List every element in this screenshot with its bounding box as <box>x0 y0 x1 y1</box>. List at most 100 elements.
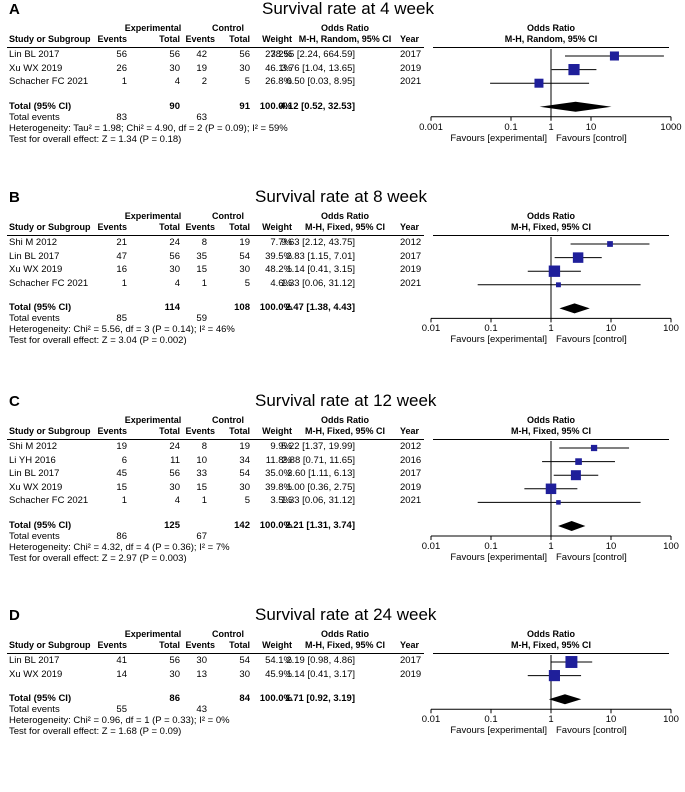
study-weight: 11.8% <box>265 454 292 466</box>
study-col-header: Study or Subgroup <box>9 34 91 44</box>
x-tick-label: 0.1 <box>504 121 518 133</box>
x-tick-label: 0.1 <box>484 323 498 335</box>
exp-events: 41 <box>116 655 127 666</box>
study-name: Xu WX 2019 <box>9 481 63 493</box>
heterogeneity-text: Heterogeneity: Tau² = 1.98; Chi² = 4.90,… <box>9 122 288 134</box>
forest-plot-figure: A Survival rate at 4 week Experimental Cont… <box>0 0 685 738</box>
total-events-label: Total events <box>9 111 60 123</box>
study-weight: 39.5% <box>265 250 292 262</box>
exp-total: 30 <box>169 264 180 276</box>
total-events-ctrl: 67 <box>196 531 207 542</box>
ctrl-total-col-header: Total <box>229 426 250 436</box>
exp-events-col-header: Events <box>97 222 127 232</box>
x-tick-label: 0.01 <box>421 541 441 552</box>
ctrl-events: 10 <box>196 454 207 466</box>
header-rule <box>7 439 424 440</box>
exp-total-col-header: Total <box>159 34 180 44</box>
ctrl-total: 34 <box>239 454 250 466</box>
ctrl-total: 5 <box>244 277 250 289</box>
year-col-header: Year <box>400 426 420 436</box>
study-year: 2019 <box>400 264 422 276</box>
ctrl-events-col-header: Events <box>185 222 215 232</box>
total-exp: 125 <box>164 520 180 531</box>
study-year: 2016 <box>400 454 422 466</box>
overall-effect-text: Test for overall effect: Z = 1.68 (P = 0… <box>9 726 182 738</box>
forest-plot <box>430 237 672 323</box>
ctrl-total: 19 <box>239 237 250 248</box>
exp-total-col-header: Total <box>159 426 180 436</box>
study-year: 2012 <box>400 441 422 452</box>
method-col-header: M-H, Fixed, 95% CI <box>304 222 386 232</box>
x-tick-label: 1 <box>548 541 554 552</box>
ctrl-total: 30 <box>239 481 250 493</box>
study-marker <box>555 282 561 288</box>
ctrl-events: 42 <box>196 49 207 60</box>
ctrl-events: 2 <box>201 76 207 88</box>
exp-total: 24 <box>169 441 180 452</box>
panel-c: C Survival rate at 12 week Experimental Con… <box>0 388 685 578</box>
study-weight: 54.1% <box>265 655 292 666</box>
total-events-exp: 83 <box>116 111 127 123</box>
study-name: Xu WX 2019 <box>9 668 63 680</box>
total-ctrl: 84 <box>239 693 250 705</box>
overall-effect-text: Test for overall effect: Z = 3.04 (P = 0… <box>9 335 187 347</box>
study-odds-ratio: 2.60 [1.11, 6.13] <box>287 468 355 480</box>
study-name: Xu WX 2019 <box>9 62 63 74</box>
method-col-header: M-H, Fixed, 95% CI <box>304 426 386 436</box>
study-odds-ratio: 3.76 [1.04, 13.65] <box>281 62 355 74</box>
exp-events: 6 <box>121 454 127 466</box>
exp-total: 4 <box>174 76 180 88</box>
total-ctrl: 91 <box>239 100 250 112</box>
exp-events: 15 <box>116 481 127 493</box>
ctrl-events-col-header: Events <box>185 640 215 650</box>
exp-total: 30 <box>169 481 180 493</box>
x-tick-label: 0.001 <box>419 121 443 133</box>
study-odds-ratio: 9.63 [2.12, 43.75] <box>281 237 355 248</box>
panel-letter: B <box>9 189 20 206</box>
study-name: Schacher FC 2021 <box>9 495 89 507</box>
x-tick-label: 1 <box>548 714 554 726</box>
x-tick-label: 100 <box>663 714 679 726</box>
study-year: 2021 <box>400 495 422 507</box>
study-weight: 7.7% <box>270 237 292 248</box>
x-tick-label: 100 <box>663 323 679 335</box>
study-weight: 45.9% <box>265 668 292 680</box>
study-marker <box>590 444 598 452</box>
x-tick-label: 0.01 <box>421 323 441 335</box>
exp-total: 11 <box>170 454 180 466</box>
experimental-group-header: Experimental <box>124 211 182 221</box>
control-group-header: Control <box>212 415 244 425</box>
study-year: 2012 <box>400 237 422 248</box>
overall-effect-text: Test for overall effect: Z = 1.34 (P = 0… <box>9 133 182 145</box>
ctrl-events: 1 <box>201 277 207 289</box>
favours-experimental-label: Favours [experimental] <box>450 132 547 144</box>
study-weight: 48.2% <box>265 264 292 276</box>
study-marker <box>607 241 613 247</box>
panel-letter: C <box>9 393 20 410</box>
study-name: Lin BL 2017 <box>9 655 60 666</box>
total-exp: 114 <box>164 302 180 314</box>
study-name: Schacher FC 2021 <box>9 76 89 88</box>
control-group-header: Control <box>212 629 244 639</box>
exp-events-col-header: Events <box>97 34 127 44</box>
exp-total-col-header: Total <box>159 222 180 232</box>
total-weight: 100.0% <box>259 693 292 705</box>
exp-events-col-header: Events <box>97 640 127 650</box>
plot-header-rule <box>433 439 669 440</box>
ctrl-total: 30 <box>239 62 250 74</box>
total-weight: 100.0% <box>259 100 292 112</box>
weight-col-header: Weight <box>262 640 292 650</box>
x-tick-label: 10 <box>605 323 617 335</box>
ctrl-events: 33 <box>196 468 207 480</box>
study-odds-ratio: 38.55 [2.24, 664.59] <box>270 49 355 60</box>
exp-total: 30 <box>169 62 180 74</box>
study-year: 2017 <box>400 468 422 480</box>
ctrl-events: 8 <box>201 237 207 248</box>
header-rule <box>7 235 424 236</box>
year-col-header: Year <box>400 222 420 232</box>
weight-col-header: Weight <box>262 222 292 232</box>
ctrl-total: 30 <box>239 668 250 680</box>
favours-experimental-label: Favours [experimental] <box>450 725 547 737</box>
x-tick-label: 10 <box>605 541 617 552</box>
total-odds-ratio: 2.47 [1.38, 4.43] <box>285 302 355 314</box>
